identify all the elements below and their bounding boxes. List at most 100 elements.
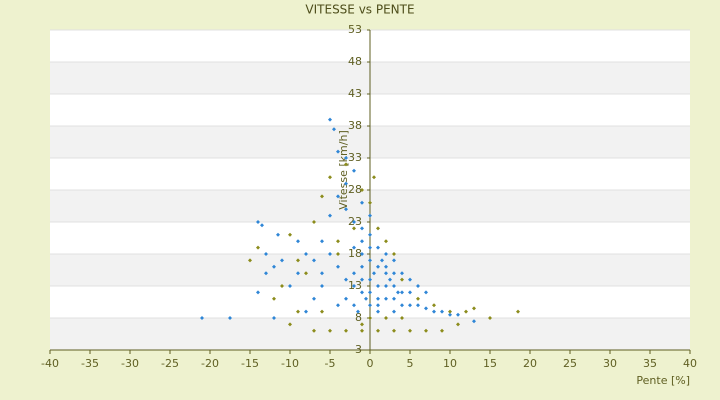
point [352, 168, 356, 173]
point [384, 252, 388, 256]
point [384, 284, 388, 288]
point [408, 290, 412, 295]
point [400, 277, 404, 282]
point [296, 309, 300, 314]
point [360, 252, 364, 256]
point [392, 309, 396, 314]
point [392, 258, 396, 263]
point [320, 309, 324, 314]
point [336, 194, 340, 199]
point [304, 252, 308, 256]
y-tick-label: 48 [348, 55, 362, 68]
point [280, 284, 284, 288]
point [376, 226, 380, 231]
x-tick-label: -10 [281, 357, 299, 370]
point [376, 328, 380, 333]
point [344, 277, 348, 282]
point [264, 252, 268, 256]
point [424, 328, 428, 333]
point [328, 175, 332, 180]
point [352, 220, 356, 224]
x-tick-label: -25 [161, 357, 179, 370]
point [336, 252, 340, 256]
point [400, 290, 404, 295]
point [336, 303, 340, 308]
point [472, 306, 476, 311]
point [272, 296, 276, 301]
point [376, 296, 380, 301]
point [256, 290, 260, 295]
point [288, 232, 292, 237]
point [372, 271, 376, 276]
point [344, 296, 348, 301]
x-tick-label: -40 [41, 357, 59, 370]
point [516, 309, 520, 314]
point [380, 258, 384, 263]
point [376, 284, 380, 288]
point [200, 316, 204, 320]
point [388, 277, 392, 282]
point [360, 290, 364, 295]
x-tick-label: 20 [523, 357, 537, 370]
point [432, 309, 436, 314]
point [344, 328, 348, 333]
point [360, 200, 364, 205]
point [312, 328, 316, 333]
point [360, 264, 364, 269]
x-tick-label: 0 [367, 357, 374, 370]
point [256, 220, 260, 224]
point [472, 319, 476, 324]
point [320, 284, 324, 288]
point [256, 245, 260, 250]
point [440, 309, 444, 314]
point [360, 226, 364, 231]
point [352, 271, 356, 276]
point [332, 127, 336, 132]
y-tick-label: 53 [348, 23, 362, 36]
point [360, 239, 364, 244]
x-tick-label: 40 [683, 357, 697, 370]
point [424, 290, 428, 295]
point [296, 271, 300, 276]
point [408, 277, 412, 282]
point [432, 303, 436, 308]
point [328, 328, 332, 333]
y-tick-label: 18 [348, 247, 362, 260]
point [448, 309, 452, 314]
x-tick-label: -35 [81, 357, 99, 370]
point [384, 296, 388, 301]
x-tick-label: 30 [603, 357, 617, 370]
point [392, 284, 396, 288]
point [396, 290, 400, 295]
point [344, 162, 348, 167]
point [312, 220, 316, 224]
point [356, 309, 360, 314]
point [328, 117, 332, 122]
point [368, 245, 372, 250]
point [344, 207, 348, 212]
y-tick-label: 8 [355, 311, 362, 324]
point [272, 264, 276, 269]
point [416, 284, 420, 288]
y-tick-label: 33 [348, 151, 362, 164]
point [336, 239, 340, 244]
point [368, 258, 372, 263]
point [312, 258, 316, 263]
point [464, 309, 468, 314]
x-tick-label: 5 [407, 357, 414, 370]
point [376, 245, 380, 250]
point [296, 258, 300, 263]
point [264, 271, 268, 276]
point [400, 303, 404, 308]
y-tick-label: 38 [348, 119, 362, 132]
point [368, 200, 372, 205]
point [392, 271, 396, 276]
point [360, 322, 364, 327]
point [368, 290, 372, 295]
point [360, 277, 364, 282]
point [376, 264, 380, 269]
point [400, 271, 404, 276]
point [384, 239, 388, 244]
point [352, 303, 356, 308]
point [360, 188, 364, 192]
